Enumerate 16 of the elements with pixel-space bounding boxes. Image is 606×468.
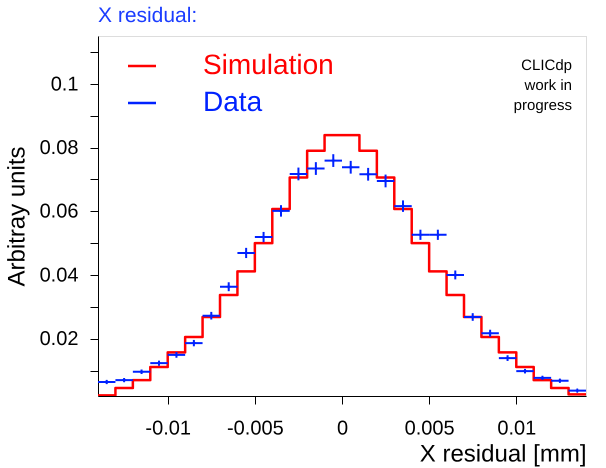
y-tick-label: 0.06 [40,200,78,223]
y-tick-label: 0.08 [40,137,78,160]
x-tick-label: -0.01 [145,418,192,440]
x-tick-label: -0.005 [227,418,284,440]
legend-label: Simulation [203,49,334,80]
x-tick-label: 0 [336,418,348,440]
chart-title: X residual: [98,4,198,27]
x-axis-title: X residual [mm] [420,440,586,468]
y-tick-label: 0.02 [40,328,78,350]
y-tick-label: 0.1 [50,73,78,96]
y-tick-label: 0.04 [40,264,78,286]
x-tick-label: 0.01 [497,418,536,440]
x-tick-label: 0.005 [404,418,455,440]
legend-label: Data [203,86,263,117]
y-axis-title: Arbitray units [4,146,31,287]
annotation: CLICdp work in progress [514,57,572,114]
